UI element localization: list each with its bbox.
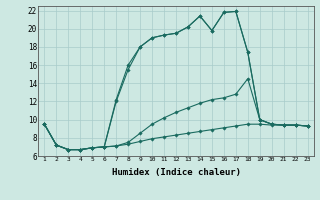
X-axis label: Humidex (Indice chaleur): Humidex (Indice chaleur) [111,168,241,177]
